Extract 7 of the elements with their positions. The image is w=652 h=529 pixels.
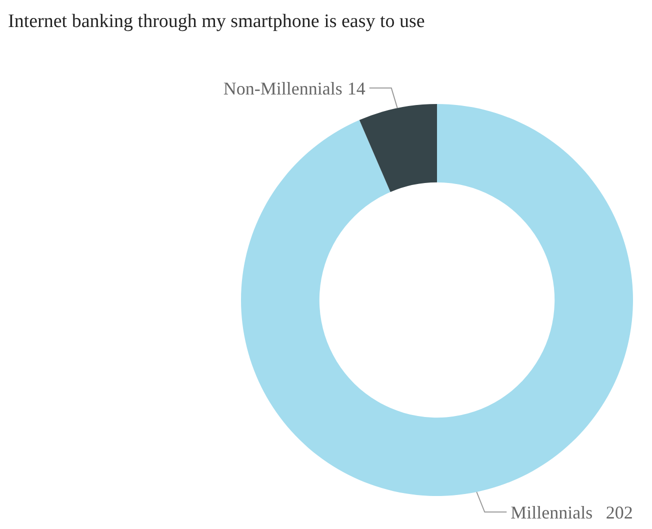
donut-slice <box>359 104 437 192</box>
data-label: 14 <box>347 78 366 98</box>
donut-slice <box>241 104 633 496</box>
chart-title: Internet banking through my smartphone is easy to use <box>8 11 425 32</box>
data-label: 202 <box>606 502 633 522</box>
slice-label: Non-Millennials <box>223 78 342 98</box>
slice-label: Millennials <box>510 502 593 522</box>
